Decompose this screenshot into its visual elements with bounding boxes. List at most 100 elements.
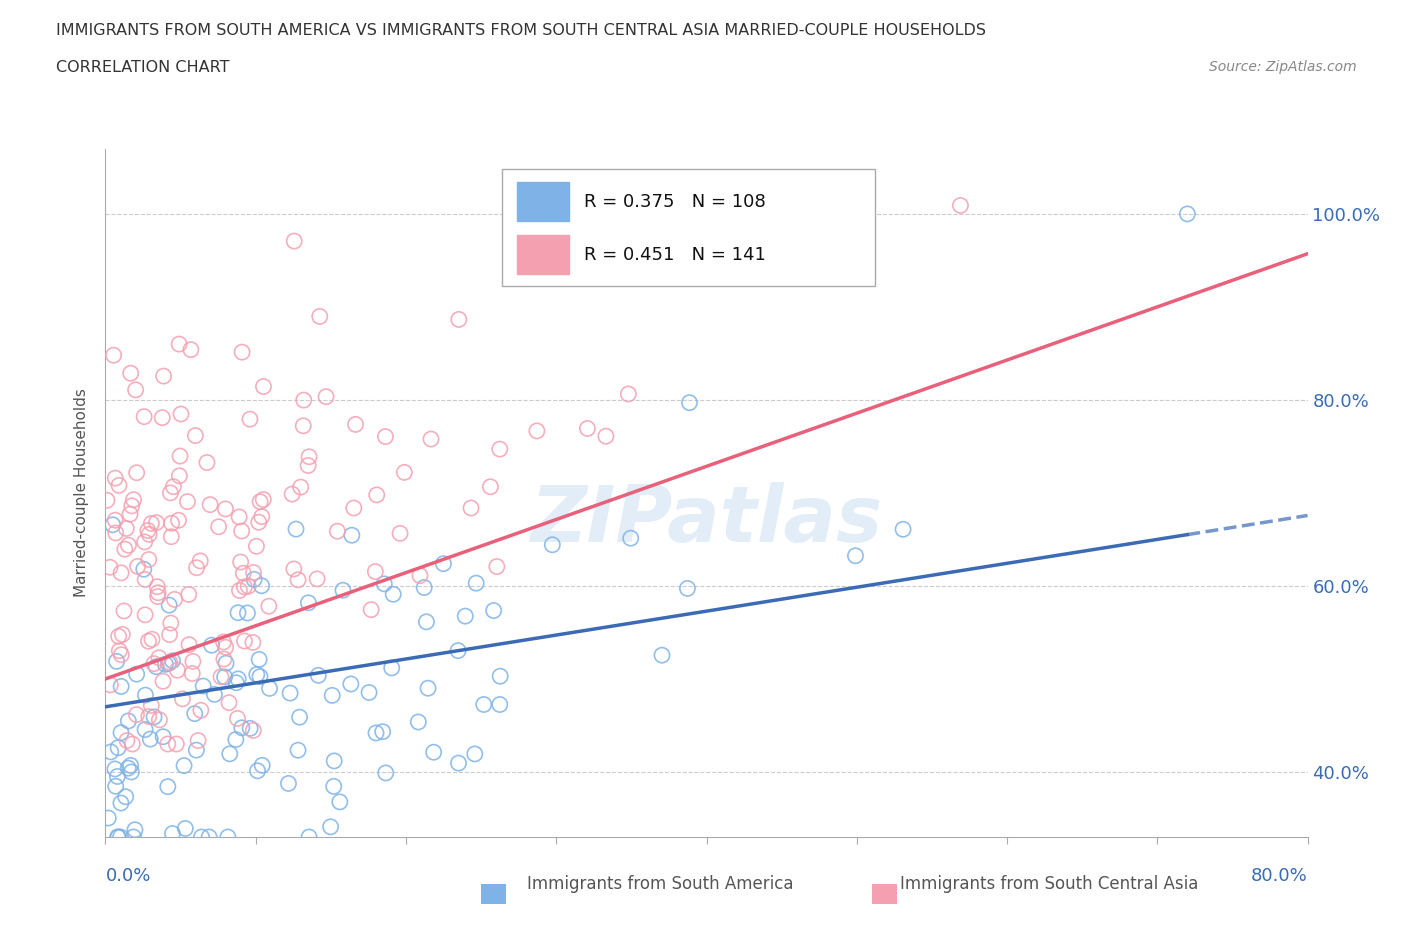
Point [117,761,139,776]
Point [188,553,211,568]
Point [117,538,139,552]
Point [422,745,444,760]
Point [108,478,131,493]
Point [287,572,309,587]
Point [162,654,184,669]
Point [170,406,193,421]
Point [250,758,273,773]
Point [121,498,143,513]
Point [247,652,270,667]
Point [307,571,329,586]
Point [212,652,235,667]
Point [146,589,169,604]
Point [239,412,262,427]
Point [124,382,146,397]
Point [112,604,135,618]
Point [278,685,301,700]
Point [246,764,269,778]
Point [110,565,132,580]
Point [104,525,127,540]
Point [145,659,167,674]
Point [186,560,208,575]
Point [146,579,169,594]
Point [110,679,132,694]
Point [246,667,269,682]
Point [844,549,866,564]
Point [134,722,156,737]
Point [292,418,315,433]
Text: 80.0%: 80.0% [1251,867,1308,884]
Point [198,830,221,844]
Point [141,516,163,531]
Point [277,776,299,790]
Point [152,729,174,744]
Point [242,565,264,580]
Text: Immigrants from South America: Immigrants from South America [527,874,794,893]
Point [159,655,181,670]
Point [676,581,699,596]
Point [340,676,363,691]
Point [252,492,274,507]
Point [180,342,202,357]
Point [488,698,510,712]
Point [409,568,432,583]
Point [190,703,212,718]
Point [249,494,271,509]
Point [389,526,412,541]
Point [283,233,305,248]
Point [228,583,250,598]
Point [283,562,305,577]
Point [576,421,599,436]
Point [167,337,190,352]
Point [110,725,132,740]
Point [232,565,254,580]
Point [413,580,436,595]
Point [120,365,142,380]
Point [134,409,156,424]
Point [115,521,138,536]
Point [159,627,181,642]
Point [125,707,148,722]
Point [464,747,486,762]
Point [288,710,311,724]
Point [479,479,502,494]
Point [408,714,430,729]
Point [177,637,200,652]
Point [136,523,159,538]
Point [485,559,508,574]
Point [595,429,617,444]
Point [238,578,260,593]
Point [160,529,183,544]
Point [472,698,495,712]
Point [489,669,512,684]
Point [114,790,136,804]
Point [97,811,120,826]
Point [104,778,127,793]
Point [184,428,207,443]
Point [155,657,177,671]
Point [298,830,321,844]
Text: IMMIGRANTS FROM SOUTH AMERICA VS IMMIGRANTS FROM SOUTH CENTRAL ASIA MARRIED-COUP: IMMIGRANTS FROM SOUTH AMERICA VS IMMIGRA… [56,23,986,38]
Point [169,469,191,484]
Point [374,765,396,780]
Point [308,309,330,324]
Point [195,455,218,470]
FancyBboxPatch shape [502,169,875,286]
Point [218,747,240,762]
Point [373,577,395,591]
Point [287,743,309,758]
Point [138,633,160,648]
Point [415,615,437,630]
Point [110,830,132,844]
Point [382,587,405,602]
Point [141,698,163,713]
Point [488,442,510,457]
Point [190,830,212,844]
Point [242,723,264,737]
Point [447,312,470,326]
Point [323,753,346,768]
Point [157,598,180,613]
Point [98,560,121,575]
Point [231,524,253,538]
Point [104,762,127,777]
